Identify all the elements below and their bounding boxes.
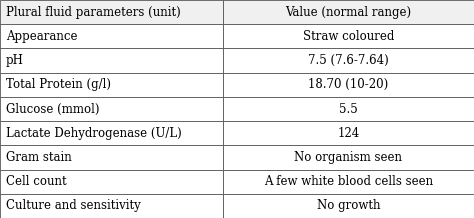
Bar <box>223 0 474 24</box>
Bar <box>0 73 223 97</box>
Text: Culture and sensitivity: Culture and sensitivity <box>6 199 140 212</box>
Bar <box>223 97 474 121</box>
Bar <box>0 145 223 170</box>
Text: No growth: No growth <box>317 199 380 212</box>
Bar <box>0 170 223 194</box>
Text: 7.5 (7.6-7.64): 7.5 (7.6-7.64) <box>308 54 389 67</box>
Bar <box>0 48 223 73</box>
Text: Lactate Dehydrogenase (U/L): Lactate Dehydrogenase (U/L) <box>6 127 182 140</box>
Text: A few white blood cells seen: A few white blood cells seen <box>264 175 433 188</box>
Text: 18.70 (10-20): 18.70 (10-20) <box>308 78 389 91</box>
Bar <box>223 24 474 48</box>
Text: Straw coloured: Straw coloured <box>303 30 394 43</box>
Bar <box>223 145 474 170</box>
Text: Value (normal range): Value (normal range) <box>285 6 411 19</box>
Bar <box>0 24 223 48</box>
Bar <box>0 97 223 121</box>
Text: Gram stain: Gram stain <box>6 151 72 164</box>
Text: Appearance: Appearance <box>6 30 77 43</box>
Bar <box>0 0 223 24</box>
Text: 5.5: 5.5 <box>339 102 358 116</box>
Bar <box>0 121 223 145</box>
Text: pH: pH <box>6 54 24 67</box>
Bar <box>223 48 474 73</box>
Text: Glucose (mmol): Glucose (mmol) <box>6 102 99 116</box>
Bar <box>223 170 474 194</box>
Text: No organism seen: No organism seen <box>294 151 402 164</box>
Text: 124: 124 <box>337 127 359 140</box>
Text: Plural fluid parameters (unit): Plural fluid parameters (unit) <box>6 6 181 19</box>
Text: Cell count: Cell count <box>6 175 66 188</box>
Bar <box>223 73 474 97</box>
Text: Total Protein (g/l): Total Protein (g/l) <box>6 78 111 91</box>
Bar <box>223 121 474 145</box>
Bar <box>223 194 474 218</box>
Bar <box>0 194 223 218</box>
